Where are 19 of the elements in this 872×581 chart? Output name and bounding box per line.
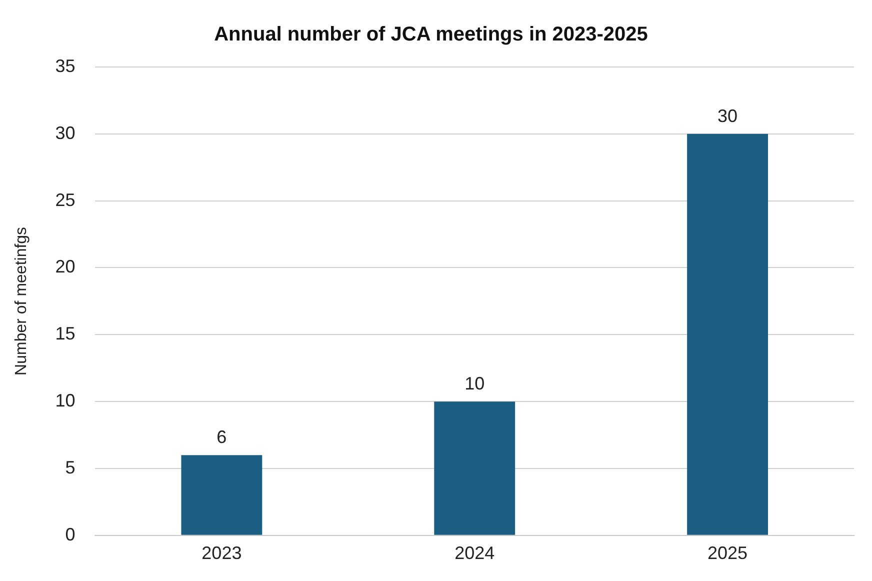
x-tick-label: 2023: [202, 543, 242, 564]
data-label: 6: [216, 427, 227, 448]
bar: [687, 134, 768, 535]
y-tick-label: 15: [55, 324, 76, 344]
data-label: 10: [464, 374, 485, 394]
y-tick-label: 0: [65, 524, 76, 544]
x-tick-label: 2024: [454, 543, 495, 564]
bar: [434, 402, 516, 535]
y-tick-label: 25: [55, 190, 76, 210]
y-tick-label: 35: [55, 56, 76, 76]
y-axis-title: Number of meetinfgs: [13, 226, 30, 376]
y-tick-label: 5: [65, 457, 76, 478]
y-tick-label: 10: [55, 390, 76, 411]
y-tick-label: 30: [55, 122, 76, 143]
y-tick-label: 20: [55, 256, 76, 277]
data-label: 30: [718, 106, 738, 126]
x-tick-label: 2025: [708, 543, 748, 564]
chart-title: Annual number of JCA meetings in 2023-2025: [214, 24, 648, 46]
bar: [181, 455, 262, 535]
